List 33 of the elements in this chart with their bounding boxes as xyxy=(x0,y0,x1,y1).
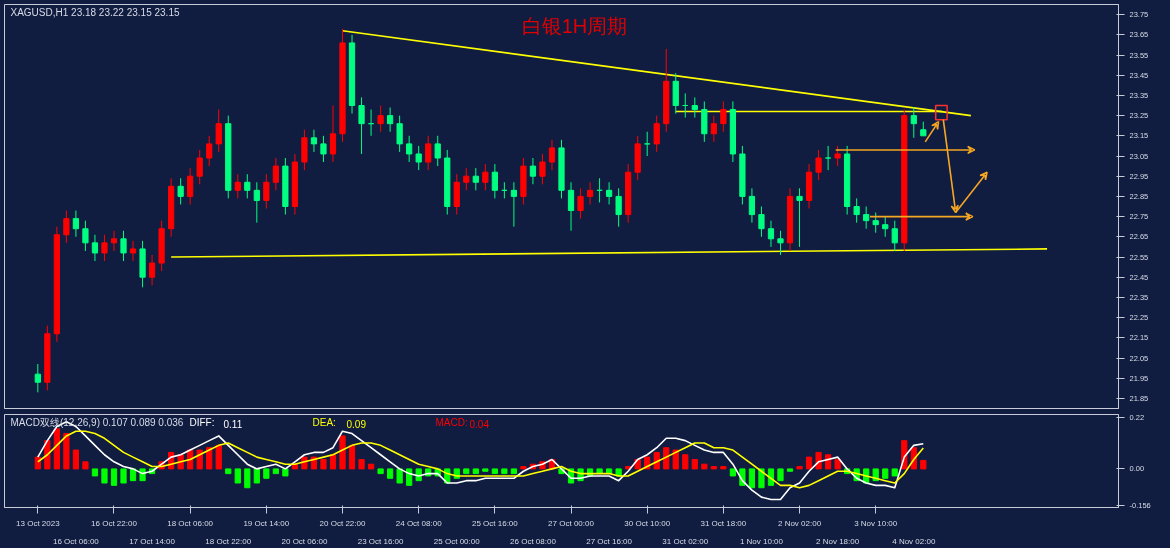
x-tick-label: 20 Oct 22:00 xyxy=(319,518,366,528)
x-tick-label: 13 Oct 2023 xyxy=(16,518,61,528)
x-tick-label: 3 Nov 10:00 xyxy=(854,518,898,528)
x-tick-label: 26 Oct 08:00 xyxy=(510,536,557,546)
annotation: 0.04 xyxy=(469,418,490,430)
text: DEA: xyxy=(312,416,336,428)
annotation: 0.11 xyxy=(223,418,243,430)
x-tick-label: 4 Nov 02:00 xyxy=(892,536,936,546)
x-tick-label: 1 Nov 10:00 xyxy=(739,536,784,546)
chart-subtitle: MACD双线(12,26,9) 0.107 0.089 0.036 xyxy=(10,416,184,428)
x-tick-label: 16 Oct 22:00 xyxy=(91,518,138,528)
x-tick-label: 16 Oct 06:00 xyxy=(53,536,100,546)
x-tick-label: 2 Nov 18:00 xyxy=(816,536,860,546)
x-tick-label: 25 Oct 00:00 xyxy=(433,536,481,546)
x-tick-label: 2 Nov 02:00 xyxy=(777,518,822,528)
annotation: 0.09 xyxy=(346,418,367,430)
x-tick-label: 27 Oct 16:00 xyxy=(586,536,633,546)
x-tick-label: 23 Oct 16:00 xyxy=(357,536,405,546)
text: MACD: xyxy=(435,416,468,428)
x-tick-label: 20 Oct 06:00 xyxy=(281,536,328,546)
x-tick-label: 31 Oct 02:00 xyxy=(662,536,709,546)
x-tick-label: 18 Oct 06:00 xyxy=(167,518,214,528)
text: 白银1H周期 xyxy=(521,14,628,37)
series-label: DIFF: xyxy=(189,416,215,428)
x-tick-label: 25 Oct 16:00 xyxy=(471,518,519,528)
x-tick-label: 31 Oct 18:00 xyxy=(700,518,747,528)
x-tick-label: 19 Oct 14:00 xyxy=(243,518,290,528)
chart-subtitle: XAGUSD,H1 23.18 23.22 23.15 23.15 xyxy=(10,6,180,18)
x-tick-label: 17 Oct 14:00 xyxy=(129,536,176,546)
x-tick-label: 18 Oct 22:00 xyxy=(205,536,252,546)
x-tick-label: 30 Oct 10:00 xyxy=(624,518,671,528)
x-tick-label: 24 Oct 08:00 xyxy=(395,518,443,528)
x-tick-label: 27 Oct 00:00 xyxy=(548,518,595,528)
